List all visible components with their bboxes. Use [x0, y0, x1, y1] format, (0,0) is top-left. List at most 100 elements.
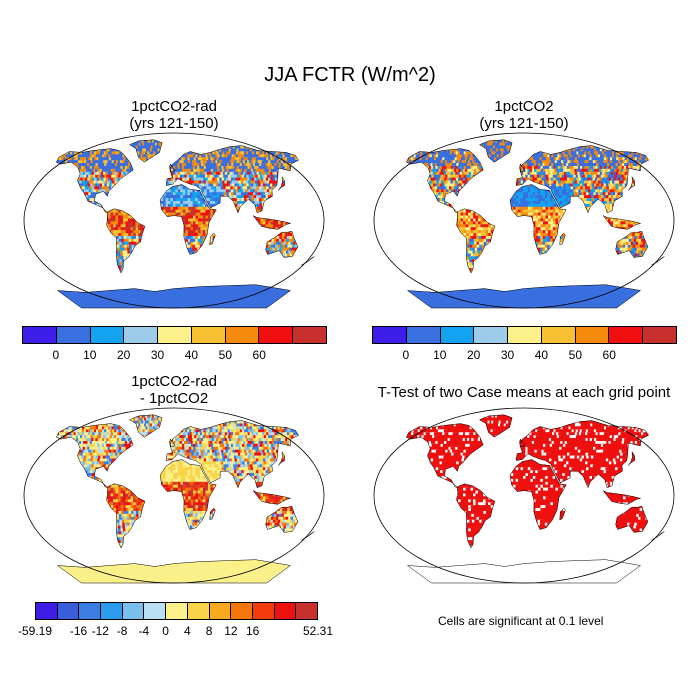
colorbar-tick-label: 50 — [569, 348, 582, 362]
coastline — [56, 559, 292, 584]
coastline — [159, 459, 217, 530]
colorbar-diff-ticks: -59.19 -16 -12 -8 -4 0 4 8 12 16 52.31 — [18, 624, 333, 640]
coastline — [301, 531, 315, 541]
colorbar-tick-label: 50 — [219, 348, 232, 362]
colorbar-tick-label: 60 — [253, 348, 266, 362]
colorbar-swatch — [23, 327, 57, 343]
figure-title: JJA FCTR (W/m^2) — [0, 64, 700, 87]
coastline — [209, 232, 216, 246]
coastline — [106, 208, 146, 274]
coastline — [651, 256, 665, 266]
coastline — [602, 490, 641, 505]
colorbar-swatch — [575, 327, 610, 343]
panel-3-title: 1pctCO2-rad - 1pctCO2 — [14, 373, 334, 407]
coastline — [169, 438, 176, 448]
colorbar-swatch — [609, 327, 644, 343]
coastline — [651, 531, 665, 541]
colorbar-tick-label: -4 — [139, 624, 150, 638]
coastline — [478, 139, 513, 163]
colorbar-swatch — [225, 327, 260, 343]
colorbar-swatch — [373, 327, 407, 343]
colorbar-swatch — [124, 327, 159, 343]
coastline — [615, 505, 649, 533]
coastline — [602, 215, 641, 230]
colorbar-tick-label: 12 — [224, 624, 237, 638]
colorbar-tick-label: 16 — [246, 624, 259, 638]
colorbar-tick-label: -12 — [92, 624, 109, 638]
coastline — [165, 420, 299, 489]
colorbar-tick-label: -16 — [70, 624, 87, 638]
colorbar-tick-label: 20 — [117, 348, 130, 362]
colorbar-swatch — [293, 327, 327, 343]
colorbar-tick-label: 30 — [501, 348, 514, 362]
coastline — [405, 148, 484, 213]
colorbar-tick-label: -8 — [117, 624, 128, 638]
colorbar-swatch — [57, 603, 80, 619]
coastline — [509, 459, 567, 530]
map-field — [56, 139, 315, 308]
colorbar-tick-label: 10 — [433, 348, 446, 362]
colorbar-swatch — [231, 603, 253, 619]
colorbar-swatch — [79, 603, 102, 619]
map-border — [373, 132, 675, 309]
colorbar-tick-label: 0 — [403, 348, 410, 362]
map-panel-4 — [373, 407, 675, 584]
significance-note: Cells are significant at 0.1 level — [438, 614, 603, 628]
colorbar-swatch — [187, 603, 210, 619]
map-field — [406, 139, 665, 308]
colorbar-tick-label: 20 — [467, 348, 480, 362]
coastline — [559, 232, 566, 246]
colorbar-tick-label: 60 — [603, 348, 616, 362]
colorbar-panel-2 — [372, 326, 677, 344]
colorbar-tick-label: 52.31 — [303, 624, 333, 638]
colorbar-tick-label: 0 — [53, 348, 60, 362]
panel-1-title-line2: (yrs 121-150) — [14, 115, 334, 132]
coastline — [628, 176, 635, 191]
coastline — [519, 163, 526, 173]
colorbar-swatch — [56, 327, 91, 343]
panel-4-title-line1: T-Test of two Case means at each grid po… — [344, 384, 700, 401]
coastline — [252, 490, 291, 505]
coastline — [456, 208, 496, 274]
colorbar-tick-label: 0 — [162, 624, 169, 638]
map-panel-1 — [23, 132, 325, 309]
coastline — [278, 451, 285, 466]
coastline — [55, 423, 134, 488]
colorbar-panel-1 — [22, 326, 327, 344]
colorbar-tick-label: 30 — [151, 348, 164, 362]
panel-1-title-line1: 1pctCO2-rad — [14, 98, 334, 115]
map-field — [56, 414, 315, 583]
panel-3-title-line2: - 1pctCO2 — [14, 390, 334, 407]
colorbar-swatch — [474, 327, 509, 343]
colorbar-swatch — [101, 603, 123, 619]
colorbar-swatch — [541, 327, 576, 343]
colorbar-swatch — [643, 327, 677, 343]
colorbar-tick-label: 40 — [185, 348, 198, 362]
colorbar-swatch — [259, 327, 294, 343]
map-field — [406, 414, 665, 557]
coastline — [559, 507, 566, 521]
panel-2-title-line1: 1pctCO2 — [364, 98, 684, 115]
panel-1-title: 1pctCO2-rad (yrs 121-150) — [14, 98, 334, 132]
colorbar-swatch — [440, 327, 475, 343]
coastline — [165, 145, 299, 214]
colorbar-swatch — [191, 327, 226, 343]
colorbar-tick-label: 10 — [83, 348, 96, 362]
colorbar-swatch — [209, 603, 232, 619]
coastline — [406, 559, 642, 584]
panel-2-title-line2: (yrs 121-150) — [364, 115, 684, 132]
colorbar-tick-label: 8 — [206, 624, 213, 638]
coastline — [509, 184, 567, 255]
colorbar-panel-2-ticks: 0 10 20 30 40 50 60 — [372, 348, 677, 364]
map-border — [23, 132, 325, 309]
colorbar-swatch — [296, 603, 317, 619]
coastline — [55, 148, 134, 213]
coastline — [301, 256, 315, 266]
colorbar-tick-label: 40 — [535, 348, 548, 362]
panel-3-title-line1: 1pctCO2-rad — [14, 373, 334, 390]
colorbar-swatch — [166, 603, 188, 619]
colorbar-tick-label: -59.19 — [18, 624, 52, 638]
coastline — [209, 507, 216, 521]
colorbar-swatch — [122, 603, 145, 619]
colorbar-swatch — [158, 327, 192, 343]
